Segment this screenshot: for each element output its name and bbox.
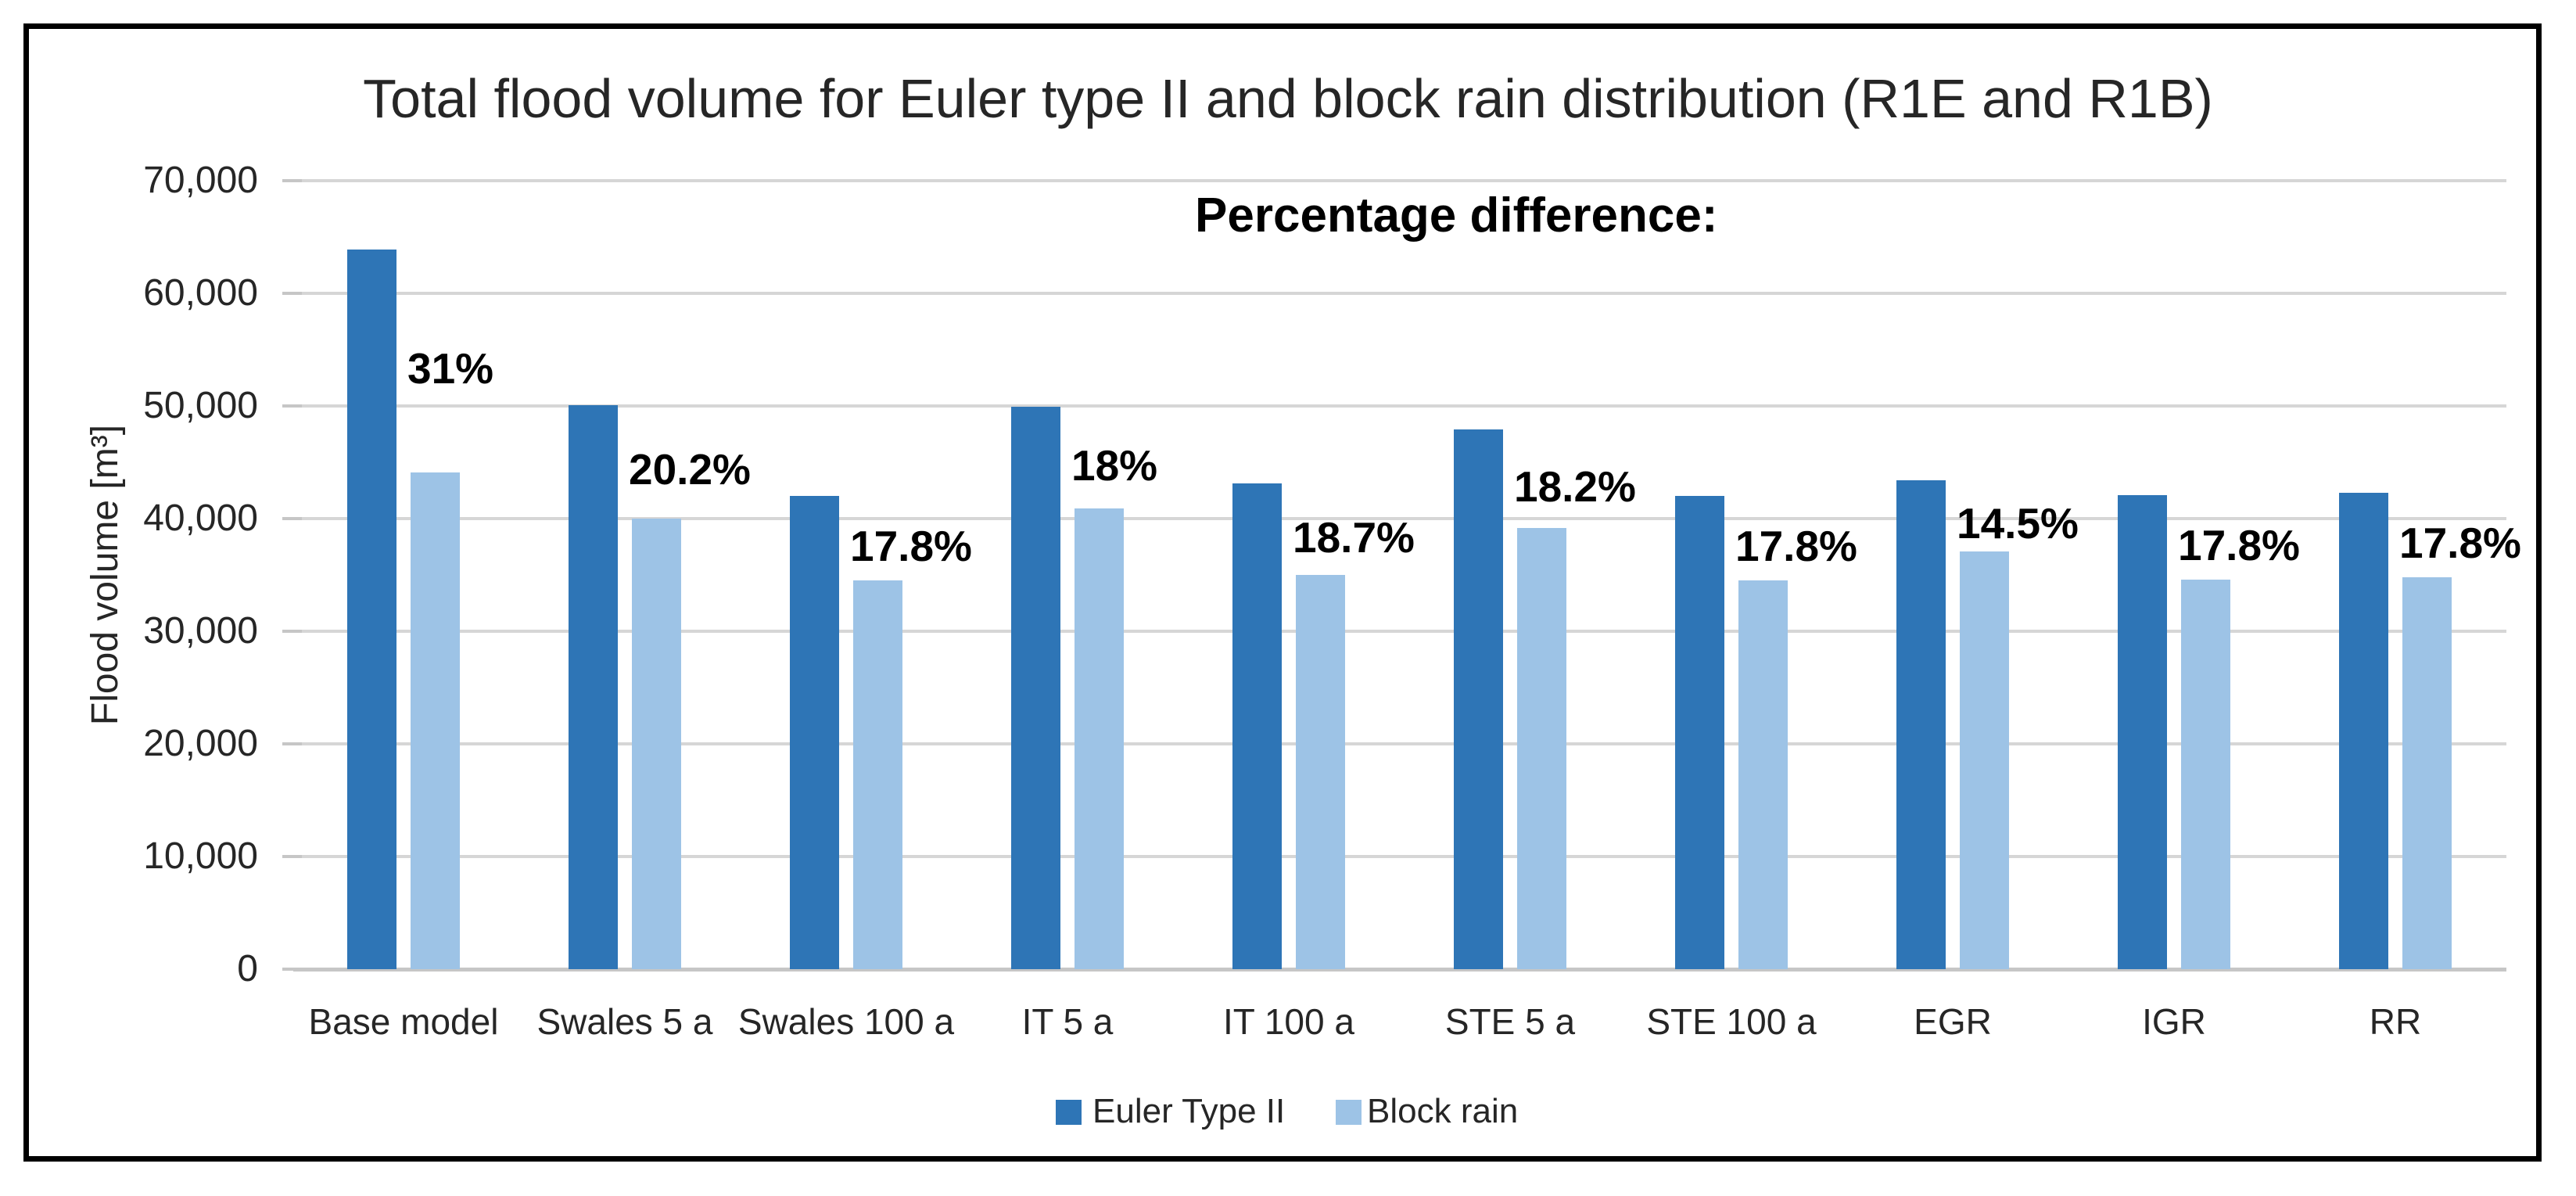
y-tick-label: 70,000 (143, 160, 258, 201)
y-tick-label: 0 (237, 948, 258, 989)
bar-block-rain (1738, 580, 1788, 969)
y-axis-tick (282, 517, 302, 520)
x-axis-category-label: STE 5 a (1444, 1001, 1576, 1042)
bar-euler-type-ii (2118, 494, 2167, 969)
y-tick-label: 30,000 (143, 610, 258, 652)
bar-block-rain (2181, 579, 2230, 969)
x-axis-category-label: IT 100 a (1223, 1001, 1354, 1042)
y-axis-tick (282, 630, 302, 633)
legend-swatch-euler-type-ii (1056, 1100, 1082, 1125)
gridline (293, 292, 2506, 295)
y-axis-title: Flood volume [m³] (84, 424, 126, 726)
x-axis-category-label: IT 5 a (1021, 1001, 1114, 1042)
y-axis-tick (282, 404, 302, 408)
gridline (293, 179, 2506, 182)
bar-block-rain (632, 519, 681, 969)
percentage-difference-label: 18.7% (1293, 513, 1415, 562)
bar-block-rain (1960, 551, 2009, 969)
y-tick-label: 60,000 (143, 272, 258, 314)
y-axis-tick (282, 742, 302, 745)
chart-frame (23, 23, 2542, 1162)
x-axis-category-label: RR (2369, 1001, 2422, 1042)
x-axis-category-label: IGR (2142, 1001, 2206, 1042)
gridline (293, 855, 2506, 858)
percentage-difference-heading: Percentage difference: (1195, 189, 1718, 242)
y-tick-label: 10,000 (143, 835, 258, 877)
y-axis-tick (282, 292, 302, 295)
y-tick-label: 40,000 (143, 497, 258, 539)
legend-label-block-rain: Block rain (1367, 1092, 1519, 1130)
bar-block-rain (1517, 527, 1566, 969)
bar-euler-type-ii (1454, 429, 1503, 969)
bar-euler-type-ii (1675, 496, 1724, 969)
percentage-difference-label: 17.8% (850, 522, 972, 570)
x-axis-category-label: Base model (308, 1001, 499, 1042)
bar-euler-type-ii (569, 404, 618, 969)
bar-block-rain (853, 580, 902, 969)
percentage-difference-label: 20.2% (629, 445, 751, 494)
bar-block-rain (411, 472, 460, 969)
y-axis-tick (282, 855, 302, 858)
percentage-difference-label: 14.5% (1957, 499, 2079, 548)
chart-title: Total flood volume for Euler type II and… (363, 68, 2213, 129)
y-axis-tick (282, 968, 302, 971)
bar-block-rain (2402, 576, 2452, 969)
bar-euler-type-ii (2339, 492, 2388, 969)
percentage-difference-label: 18.2% (1514, 462, 1636, 511)
gridline (293, 517, 2506, 520)
gridline (293, 404, 2506, 408)
percentage-difference-label: 31% (407, 344, 494, 393)
gridline (293, 630, 2506, 633)
legend-label-euler-type-ii: Euler Type II (1092, 1092, 1286, 1130)
y-tick-label: 50,000 (143, 385, 258, 426)
y-tick-label: 20,000 (143, 723, 258, 764)
bar-euler-type-ii (790, 496, 839, 969)
x-axis-category-label: EGR (1914, 1001, 1992, 1042)
y-axis-tick (282, 179, 302, 182)
x-axis-category-label: Swales 100 a (737, 1001, 955, 1042)
bar-block-rain (1296, 575, 1345, 969)
bar-euler-type-ii (1896, 480, 1946, 969)
percentage-difference-label: 17.8% (2399, 519, 2521, 567)
legend: Euler Type II Block rain (0, 1092, 2576, 1139)
bar-block-rain (1075, 508, 1124, 969)
bar-euler-type-ii (347, 249, 396, 969)
gridline (293, 742, 2506, 745)
percentage-difference-label: 17.8% (2178, 521, 2300, 569)
x-axis-category-label: Swales 5 a (536, 1001, 713, 1042)
percentage-difference-label: 18% (1071, 441, 1158, 490)
percentage-difference-label: 17.8% (1735, 522, 1857, 570)
x-axis-line (293, 968, 2506, 972)
bar-euler-type-ii (1232, 483, 1282, 969)
bar-euler-type-ii (1011, 407, 1060, 969)
legend-swatch-block-rain (1336, 1100, 1362, 1125)
x-axis-category-label: STE 100 a (1646, 1001, 1817, 1042)
